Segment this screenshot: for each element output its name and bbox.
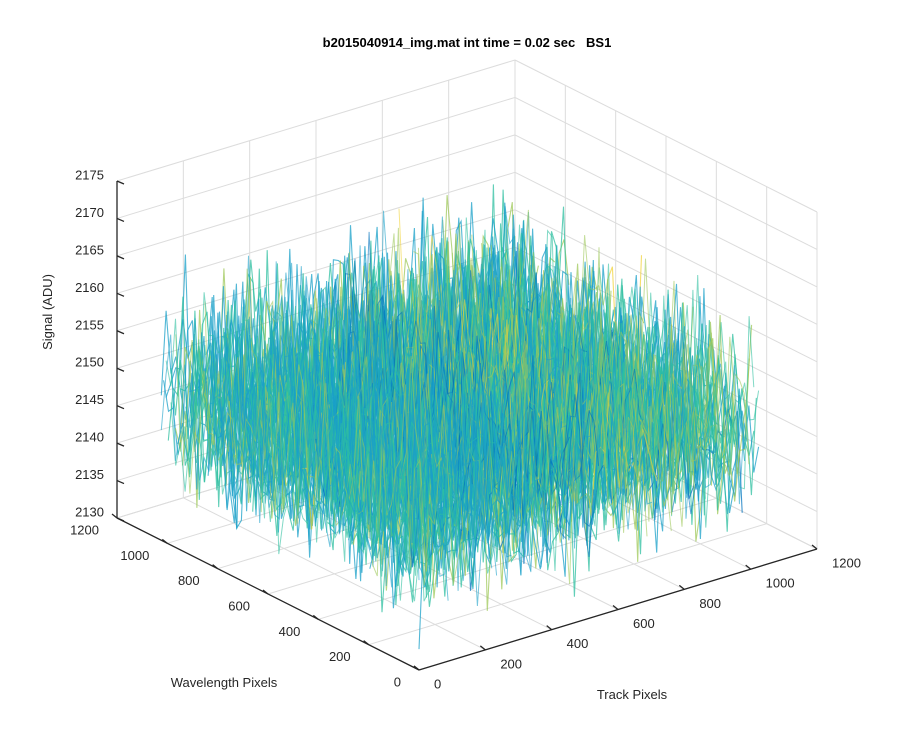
z-tick-label: 2145 bbox=[75, 392, 104, 407]
x-tick-label: 200 bbox=[500, 656, 522, 671]
y-tick bbox=[363, 640, 370, 646]
x-tick bbox=[546, 625, 553, 631]
z-tick bbox=[116, 255, 125, 260]
grid-line-y bbox=[368, 523, 767, 646]
z-tick bbox=[116, 217, 125, 223]
z-tick-label: 2130 bbox=[75, 505, 104, 520]
surface-mesh-line bbox=[170, 339, 430, 602]
x-tick-label: 600 bbox=[633, 616, 655, 631]
z-tick bbox=[116, 405, 125, 410]
surface-mesh-line bbox=[160, 334, 420, 587]
x-tick bbox=[612, 604, 619, 611]
z-tick bbox=[116, 367, 125, 372]
y-tick-label: 1200 bbox=[70, 523, 99, 538]
grid-line-y bbox=[318, 497, 717, 620]
x-tick bbox=[745, 564, 752, 570]
z-axis-title: Signal (ADU) bbox=[40, 274, 55, 350]
y-tick-label: 0 bbox=[394, 675, 401, 690]
x-tick bbox=[678, 584, 685, 590]
chart-title: b2015040914_img.mat int time = 0.02 sec … bbox=[323, 35, 612, 50]
z-tick-label: 2140 bbox=[75, 430, 104, 445]
y-tick-label: 400 bbox=[279, 624, 301, 639]
x-tick-label: 0 bbox=[434, 677, 441, 692]
x-tick bbox=[479, 645, 486, 651]
z-tick-label: 2150 bbox=[75, 355, 104, 370]
z-tick bbox=[116, 479, 125, 485]
z-tick-label: 2135 bbox=[75, 467, 104, 482]
z-tick-label: 2165 bbox=[75, 242, 104, 257]
tick-labels: 2130 2135 2140 2145 2150 2155 2160 2165 2170 2175… bbox=[70, 168, 861, 692]
y-tick-label: 800 bbox=[178, 573, 200, 588]
y-tick-label: 1000 bbox=[120, 548, 149, 563]
y-axis-title: Wavelength Pixels bbox=[171, 675, 278, 690]
z-tick-label: 2155 bbox=[75, 317, 104, 332]
x-tick-label: 800 bbox=[699, 596, 721, 611]
y-tick-label: 600 bbox=[228, 599, 250, 614]
y-tick bbox=[111, 513, 118, 519]
surface-mesh-line bbox=[481, 209, 740, 495]
z-tick-label: 2175 bbox=[75, 168, 104, 183]
z-tick bbox=[116, 517, 125, 522]
x-axis-title: Track Pixels bbox=[597, 687, 668, 702]
y-tick bbox=[161, 538, 168, 544]
x-tick bbox=[413, 665, 420, 671]
x-tick-label: 400 bbox=[567, 636, 589, 651]
y-tick-label: 200 bbox=[329, 649, 351, 664]
z-tick bbox=[116, 292, 125, 297]
y-tick bbox=[212, 564, 219, 570]
tick-marks bbox=[111, 180, 818, 671]
surface-mesh-line bbox=[175, 334, 435, 586]
z-tick bbox=[116, 180, 125, 185]
z-tick-label: 2170 bbox=[75, 205, 104, 220]
surface-mesh bbox=[160, 184, 760, 650]
x-tick bbox=[811, 544, 818, 550]
surface-mesh-line bbox=[165, 318, 425, 602]
x-tick-label: 1000 bbox=[766, 576, 795, 591]
z-tick-label: 2160 bbox=[75, 280, 104, 295]
z-tick bbox=[116, 330, 125, 335]
x-tick-label: 1200 bbox=[832, 556, 861, 571]
y-tick bbox=[312, 614, 319, 620]
y-tick bbox=[262, 589, 269, 595]
z-tick bbox=[116, 442, 125, 447]
